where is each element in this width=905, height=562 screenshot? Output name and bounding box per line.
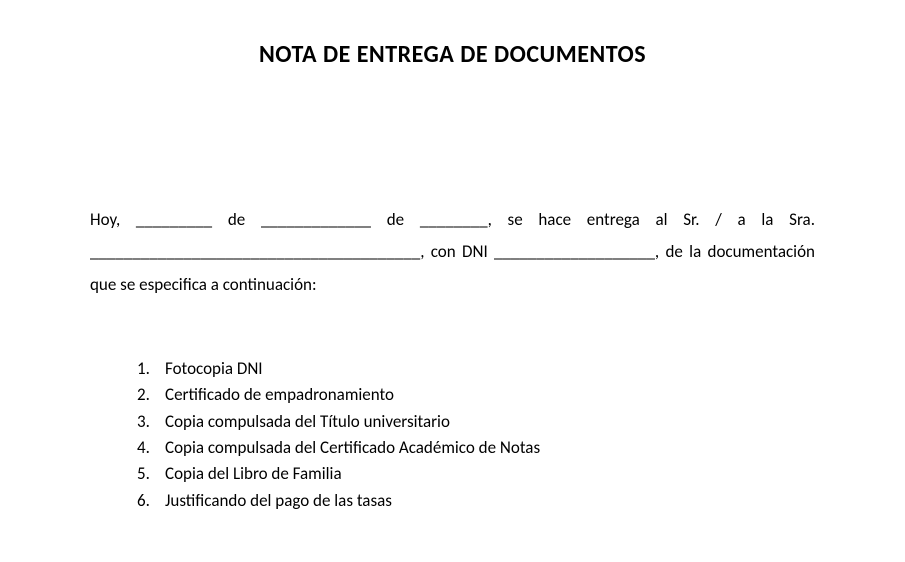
document-list: Fotocopia DNI Certificado de empadronami… [90,356,815,514]
list-item: Copia del Libro de Familia [165,461,815,487]
list-item: Copia compulsada del Título universitari… [165,409,815,435]
intro-paragraph: Hoy, _________ de _____________ de _____… [90,204,815,301]
list-item: Justificando del pago de las tasas [165,488,815,514]
list-item: Fotocopia DNI [165,356,815,382]
list-item: Copia compulsada del Certificado Académi… [165,435,815,461]
list-item: Certificado de empadronamiento [165,382,815,408]
document-title: NOTA DE ENTREGA DE DOCUMENTOS [90,40,815,69]
